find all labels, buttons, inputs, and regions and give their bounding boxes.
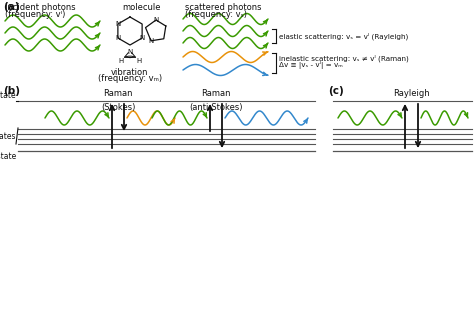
Text: Raman: Raman [103, 89, 133, 98]
Text: N: N [128, 49, 133, 55]
Text: Δv ≡ |vₛ - vᴵ| = vₘ: Δv ≡ |vₛ - vᴵ| = vₘ [279, 61, 343, 69]
Text: N: N [115, 21, 120, 27]
Text: N: N [148, 38, 154, 44]
Text: vibrational states: vibrational states [0, 132, 16, 141]
Text: (b): (b) [3, 86, 20, 96]
Text: (frequency: vₛ): (frequency: vₛ) [185, 10, 247, 19]
Text: N: N [154, 17, 159, 23]
Text: scattered photons: scattered photons [185, 3, 262, 12]
Text: H: H [118, 58, 124, 64]
Text: incident photons: incident photons [5, 3, 76, 12]
Text: inelastic scattering: vₛ ≠ vᴵ (Raman): inelastic scattering: vₛ ≠ vᴵ (Raman) [279, 54, 409, 62]
Text: N: N [139, 35, 145, 41]
Text: (Stokes): (Stokes) [101, 103, 135, 112]
Text: H: H [137, 58, 142, 64]
Text: Rayleigh: Rayleigh [393, 89, 430, 98]
Text: (c): (c) [328, 86, 344, 96]
Text: intermediate state: intermediate state [0, 91, 16, 100]
Text: N: N [115, 35, 120, 41]
Text: (a): (a) [3, 2, 19, 12]
Text: (anti-Stokes): (anti-Stokes) [189, 103, 243, 112]
Text: vibration: vibration [111, 68, 149, 77]
Text: elastic scattering: vₛ = vᴵ (Rayleigh): elastic scattering: vₛ = vᴵ (Rayleigh) [279, 32, 408, 40]
Text: Raman: Raman [201, 89, 231, 98]
Text: (frequency: vₘ): (frequency: vₘ) [98, 74, 162, 83]
Text: (frequency: vᴵ): (frequency: vᴵ) [5, 10, 65, 19]
Text: molecule: molecule [123, 3, 161, 12]
Text: ground state: ground state [0, 152, 16, 161]
